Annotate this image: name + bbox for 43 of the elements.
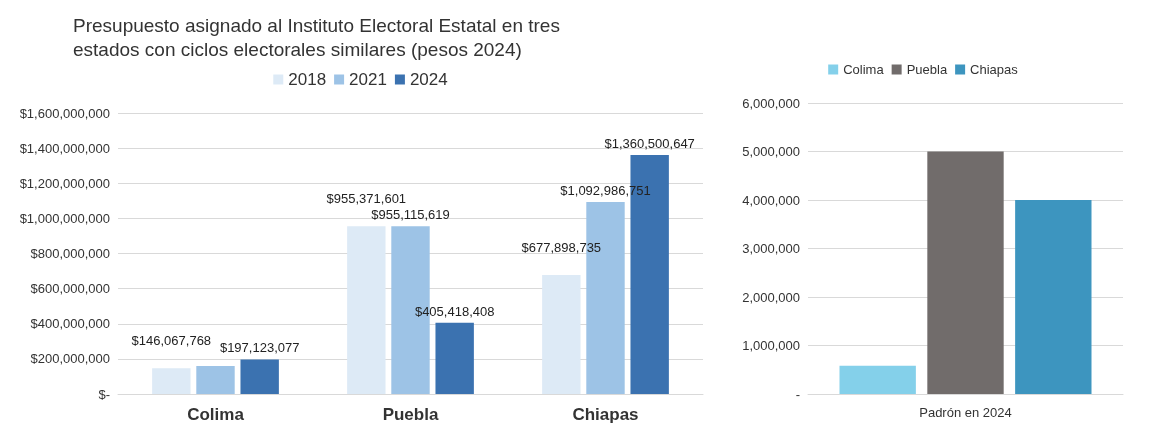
bar xyxy=(152,368,191,394)
data-label: $955,115,619 xyxy=(371,207,450,223)
data-label: $197,123,077 xyxy=(219,340,300,356)
legend-label: 2018 xyxy=(288,70,327,89)
y-tick-label: 4,000,000 xyxy=(742,192,800,208)
data-label: $1,360,500,647 xyxy=(604,136,695,152)
data-label: $405,418,408 xyxy=(414,303,495,319)
bar xyxy=(927,151,1004,394)
data-label: $146,067,768 xyxy=(131,333,212,349)
bar xyxy=(240,359,279,394)
y-tick-label: $1,000,000,000 xyxy=(19,210,110,226)
y-tick-label: $400,000,000 xyxy=(30,316,110,332)
y-tick-label: 5,000,000 xyxy=(742,144,800,159)
data-label: $677,898,735 xyxy=(521,239,602,255)
x-tick-label: Colima xyxy=(187,405,245,424)
legend-label: 2024 xyxy=(409,70,448,89)
x-tick-label: Chiapas xyxy=(572,405,639,424)
y-tick-label: 1,000,000 xyxy=(742,338,800,353)
y-tick-label: $800,000,000 xyxy=(30,246,110,261)
bar xyxy=(347,226,386,394)
y-tick-label: $200,000,000 xyxy=(30,351,110,367)
y-tick-label: 2,000,000 xyxy=(742,289,800,305)
bar xyxy=(1015,200,1092,394)
data-label: $955,371,601 xyxy=(326,191,407,207)
y-tick-label: $- xyxy=(98,386,110,402)
y-tick-label: $600,000,000 xyxy=(30,281,110,297)
y-tick-label: $1,400,000,000 xyxy=(19,140,110,156)
bar xyxy=(542,274,581,394)
y-tick-label: 3,000,000 xyxy=(742,241,800,256)
y-tick-label: $1,200,000,000 xyxy=(19,175,110,191)
legend-label: Puebla xyxy=(906,62,948,77)
bar xyxy=(839,365,916,394)
y-tick-label: $1,600,000,000 xyxy=(19,105,110,121)
legend-label: Chiapas xyxy=(970,62,1019,77)
y-tick-label: - xyxy=(795,386,800,402)
bar xyxy=(196,365,235,394)
legend-label: 2021 xyxy=(349,70,387,89)
x-tick-label: Padrón en 2024 xyxy=(919,405,1012,420)
x-tick-label: Puebla xyxy=(382,405,439,424)
chart-title: Presupuesto asignado al Instituto Electoral Estatal en tres estados con ciclos electorales similares (pesos 2024) xyxy=(73,14,560,60)
bar xyxy=(435,322,474,394)
y-tick-label: 6,000,000 xyxy=(742,95,800,111)
legend-label: Colima xyxy=(843,62,885,77)
